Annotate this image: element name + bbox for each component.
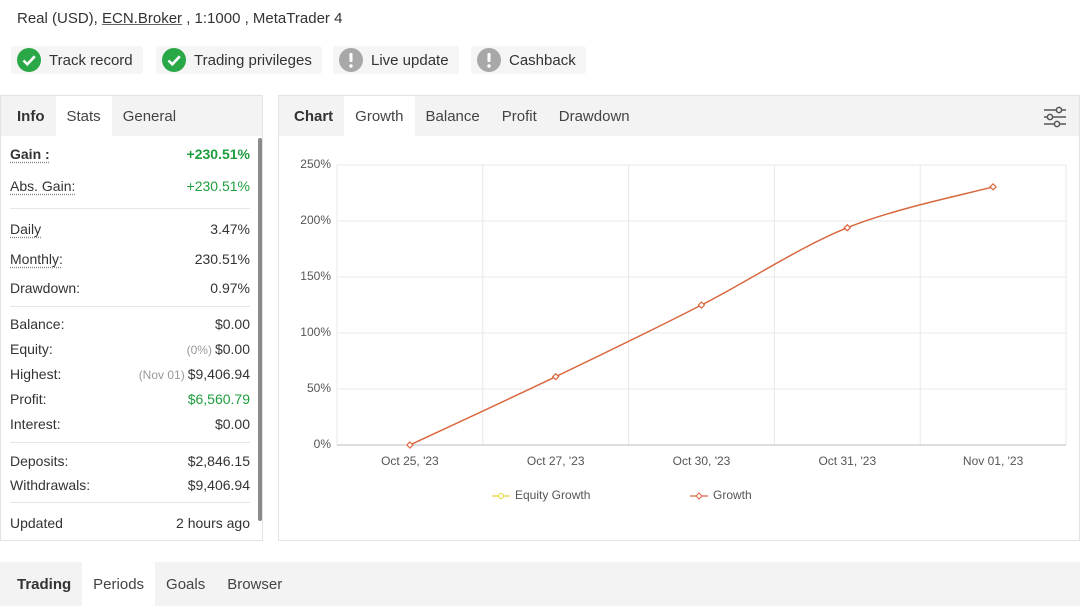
stat-value-wrap: 3.47% xyxy=(210,221,250,237)
tab-bar: Chart Growth Balance Profit Drawdown xyxy=(279,96,1079,136)
stat-label: Highest: xyxy=(10,366,62,382)
stat-label: Abs. Gain: xyxy=(10,178,76,194)
badge: Live update xyxy=(333,46,459,74)
stat-label: Balance: xyxy=(10,316,65,332)
chart-panel: Chart Growth Balance Profit Drawdown xyxy=(278,95,1080,541)
stat-row: Monthly: 230.51% xyxy=(10,249,250,269)
stat-value: $0.00 xyxy=(214,416,250,432)
settings-icon[interactable] xyxy=(1043,106,1067,128)
stat-label: Equity: xyxy=(10,341,53,357)
stat-value-wrap: $0.00 xyxy=(215,316,250,332)
badge-label: Live update xyxy=(371,51,449,69)
stat-label: Daily xyxy=(10,221,42,237)
stat-value-wrap: 230.51% xyxy=(195,251,250,267)
separator xyxy=(10,306,250,307)
stat-label: Withdrawals: xyxy=(10,477,91,493)
tab[interactable]: Trading xyxy=(17,576,72,593)
badge: Cashback xyxy=(471,46,586,74)
stat-row: Gain : +230.51% xyxy=(10,144,250,164)
stat-value: $0.00 xyxy=(214,316,250,332)
stat-value: 230.51% xyxy=(194,251,250,267)
stat-value-wrap: $2,846.15 xyxy=(188,453,250,469)
tab[interactable]: Drawdown xyxy=(558,108,630,125)
tab[interactable]: Profit xyxy=(501,108,537,125)
stat-row: Withdrawals: $9,406.94 xyxy=(10,475,250,495)
tab[interactable]: Stats xyxy=(55,96,112,136)
stat-value: $0.00 xyxy=(214,341,250,357)
stat-value: $6,560.79 xyxy=(187,391,250,407)
stat-row: Equity: (0%) $0.00 xyxy=(10,339,250,359)
stat-value-wrap: (0%) $0.00 xyxy=(187,341,250,357)
stat-label: Deposits: xyxy=(10,453,69,469)
tab-bar: Trading Periods Goals Browser xyxy=(0,562,1080,606)
tab[interactable]: Growth xyxy=(344,96,415,136)
stat-row: Daily 3.47% xyxy=(10,219,250,239)
scrollbar[interactable] xyxy=(258,138,262,521)
stat-value: $2,846.15 xyxy=(187,453,250,469)
warning-icon xyxy=(477,48,501,72)
stat-value: $9,406.94 xyxy=(187,477,250,493)
stats-panel: Info Stats General Gain : +230.51% Abs. Ga… xyxy=(0,95,263,541)
stat-value-wrap: 0.97% xyxy=(210,280,250,296)
stat-value-wrap: $9,406.94 xyxy=(188,477,250,493)
check-icon xyxy=(17,48,41,72)
tab[interactable]: Goals xyxy=(166,576,206,593)
account-header: Real (USD), ECN.Broker , 1:1000 , MetaTr… xyxy=(17,10,342,27)
stat-value: +230.51% xyxy=(186,146,250,162)
badge-label: Track record xyxy=(49,51,133,69)
stat-value-wrap: 2 hours ago xyxy=(176,515,250,531)
stat-value-wrap: $6,560.79 xyxy=(188,391,250,407)
stat-value-wrap: $0.00 xyxy=(215,416,250,432)
stat-row: Balance: $0.00 xyxy=(10,314,250,334)
stat-row: Deposits: $2,846.15 xyxy=(10,451,250,471)
stat-value: 0.97% xyxy=(210,280,250,296)
separator xyxy=(10,208,250,209)
stat-value: 3.47% xyxy=(210,221,250,237)
check-icon xyxy=(162,48,186,72)
stat-label: Interest: xyxy=(10,416,61,432)
badge-label: Trading privileges xyxy=(194,51,312,69)
stat-value-wrap: +230.51% xyxy=(187,178,250,194)
stat-note: (Nov 01) xyxy=(138,368,185,382)
stat-value-wrap: (Nov 01) $9,406.94 xyxy=(139,366,250,382)
tab-bar: Info Stats General xyxy=(1,96,262,136)
separator xyxy=(10,442,250,443)
badge-label: Cashback xyxy=(509,51,576,69)
stat-note: (0%) xyxy=(186,343,212,357)
tab[interactable]: Chart xyxy=(294,108,334,125)
tab[interactable]: General xyxy=(122,108,177,125)
stat-value: 2 hours ago xyxy=(176,515,250,531)
stat-row: Updated 2 hours ago xyxy=(10,513,250,533)
stat-row: Drawdown: 0.97% xyxy=(10,278,250,298)
stat-row: Profit: $6,560.79 xyxy=(10,389,250,409)
tab[interactable]: Periods xyxy=(82,562,156,606)
warning-icon xyxy=(339,48,363,72)
stat-value-wrap: +230.51% xyxy=(187,146,250,162)
stat-value: $9,406.94 xyxy=(187,366,250,382)
account-details: , 1:1000 , MetaTrader 4 xyxy=(182,10,343,27)
stat-row: Highest: (Nov 01) $9,406.94 xyxy=(10,364,250,384)
account-type: Real (USD), xyxy=(17,10,103,27)
stat-label: Profit: xyxy=(10,391,47,407)
stat-label: Monthly: xyxy=(10,251,63,267)
badge: Trading privileges xyxy=(156,46,322,74)
bottom-panel: Trading Periods Goals Browser xyxy=(0,562,1080,606)
stat-label: Drawdown: xyxy=(10,280,81,296)
separator xyxy=(10,502,250,503)
tab[interactable]: Balance xyxy=(425,108,480,125)
stat-label: Gain : xyxy=(10,146,50,162)
stat-row: Interest: $0.00 xyxy=(10,414,250,434)
stat-row: Abs. Gain: +230.51% xyxy=(10,176,250,196)
badge: Track record xyxy=(11,46,143,74)
stat-label: Updated xyxy=(10,515,63,531)
broker-link[interactable]: ECN.Broker xyxy=(102,10,183,27)
stat-value: +230.51% xyxy=(186,178,250,194)
tab[interactable]: Browser xyxy=(227,576,283,593)
tab[interactable]: Info xyxy=(17,108,45,125)
